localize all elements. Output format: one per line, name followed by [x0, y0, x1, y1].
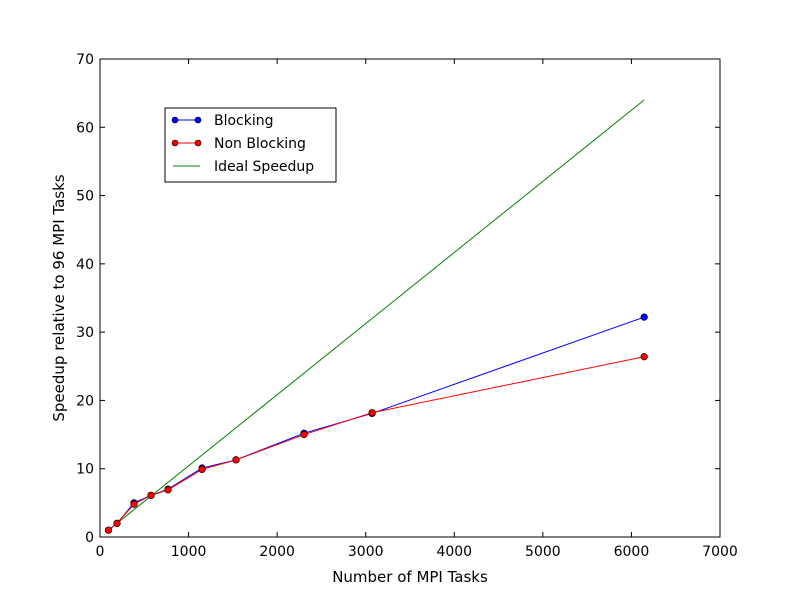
- axes: 0 1000 2000 3000 4000 5000 6000 7000 0 10 20 30 40 50…: [76, 52, 738, 560]
- y-tick-label: 20: [76, 393, 94, 409]
- y-tick-label: 50: [76, 189, 94, 205]
- data-point-non-blocking: [113, 519, 121, 527]
- data-point-non-blocking: [164, 486, 172, 494]
- legend-marker-non-blocking: [171, 139, 179, 147]
- legend-marker-blocking: [194, 116, 202, 124]
- plot-frame: [99, 58, 721, 538]
- y-tick-label: 40: [76, 257, 94, 273]
- y-axis-label: Speedup relative to 96 MPI Tasks: [50, 174, 68, 421]
- legend-entry-non-blocking: Non Blocking: [171, 136, 306, 152]
- y-tick-label: 60: [76, 120, 94, 136]
- legend-entry-blocking: Blocking: [171, 113, 274, 129]
- x-tick-label: 6000: [614, 544, 650, 560]
- x-tick-label: 4000: [436, 544, 472, 560]
- data-point-non-blocking: [198, 465, 206, 473]
- x-tick-label: 0: [96, 544, 105, 560]
- data-point-blocking: [640, 313, 648, 321]
- series-line-non-blocking: [108, 356, 645, 531]
- data-point-non-blocking: [640, 353, 648, 361]
- y-tick-label: 10: [76, 462, 94, 478]
- x-tick-label: 3000: [348, 544, 384, 560]
- series-line-ideal-speedup: [108, 99, 645, 531]
- legend-label-non-blocking: Non Blocking: [214, 136, 306, 152]
- data-point-non-blocking: [368, 409, 376, 417]
- legend-marker-blocking: [171, 116, 179, 124]
- x-tick-label: 7000: [702, 544, 738, 560]
- x-axis-label: Number of MPI Tasks: [332, 568, 488, 586]
- x-tick-label: 2000: [259, 544, 295, 560]
- data-point-non-blocking: [232, 456, 240, 464]
- legend-label-ideal-speedup: Ideal Speedup: [214, 159, 314, 175]
- legend-entry-ideal-speedup: Ideal Speedup: [173, 159, 314, 175]
- plot-area: [104, 99, 648, 534]
- data-point-non-blocking: [104, 526, 113, 534]
- data-point-non-blocking: [147, 491, 155, 499]
- data-point-non-blocking: [300, 430, 308, 439]
- x-tick-label: 5000: [525, 544, 561, 560]
- series-line-blocking: [108, 316, 645, 531]
- legend: Blocking Non Blocking Ideal Speedup: [164, 107, 337, 183]
- x-tick-label: 1000: [171, 544, 207, 560]
- y-tick-label: 30: [76, 325, 94, 341]
- y-tick-label: 70: [76, 52, 94, 68]
- data-point-non-blocking: [130, 500, 138, 508]
- legend-label-blocking: Blocking: [214, 113, 274, 129]
- legend-marker-non-blocking: [194, 139, 202, 147]
- y-tick-label: 0: [85, 530, 94, 546]
